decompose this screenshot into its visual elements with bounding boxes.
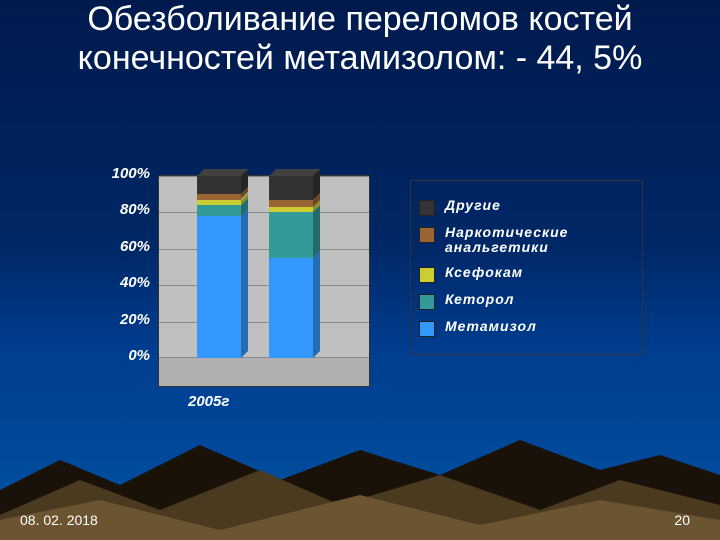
bar-segment-drugie [269,176,313,200]
legend-swatch [419,321,435,337]
bar-segment-ketorol [197,205,241,216]
y-tick-label: 100% [90,165,150,182]
bar-segment-narko [269,200,313,207]
bar-segment-metamizol [269,258,313,358]
legend-label: Кеторол [445,292,515,307]
bar-segment-ksefokam [197,200,241,205]
legend-item-metamizol: Метамизол [419,319,634,337]
y-tick-label: 20% [90,311,150,328]
y-tick-label: 0% [90,347,150,364]
chart: 0%20%40%60%80%100% 2005г ДругиеНаркотиче… [90,175,650,435]
y-tick-label: 80% [90,201,150,218]
legend-item-narko: Наркотические анальгетики [419,225,634,256]
bar-segment-metamizol [197,216,241,358]
gridline [159,212,369,213]
slide-title: Обезболивание переломов костей конечност… [0,0,720,78]
bar-segment-drugie [197,176,241,194]
footer-page-number: 20 [674,512,690,528]
legend: Другие Наркотические анальгетики Ксефокам К… [410,180,643,355]
legend-item-drugie: Другие [419,198,634,216]
plot-floor [159,357,369,386]
y-tick-label: 60% [90,238,150,255]
bar-segment-narko [197,194,241,199]
legend-swatch [419,227,435,243]
legend-swatch [419,267,435,283]
legend-swatch [419,200,435,216]
mountain-decoration [0,420,720,540]
gridline [159,322,369,323]
legend-swatch [419,294,435,310]
plot-area [158,175,370,387]
gridline [159,176,369,177]
legend-label: Наркотические анальгетики [445,225,634,256]
gridline [159,249,369,250]
x-tick-label: 2005г [188,393,229,410]
legend-label: Метамизол [445,319,537,334]
y-tick-label: 40% [90,274,150,291]
bar-column [197,176,241,358]
bar-segment-ksefokam [269,207,313,212]
legend-item-ketorol: Кеторол [419,292,634,310]
legend-label: Другие [445,198,501,213]
bar-column [269,176,313,358]
gridline [159,285,369,286]
bar-segment-ketorol [269,212,313,258]
legend-label: Ксефокам [445,265,523,280]
footer-date: 08. 02. 2018 [20,512,98,528]
legend-item-ksefokam: Ксефокам [419,265,634,283]
slide: Обезболивание переломов костей конечност… [0,0,720,540]
